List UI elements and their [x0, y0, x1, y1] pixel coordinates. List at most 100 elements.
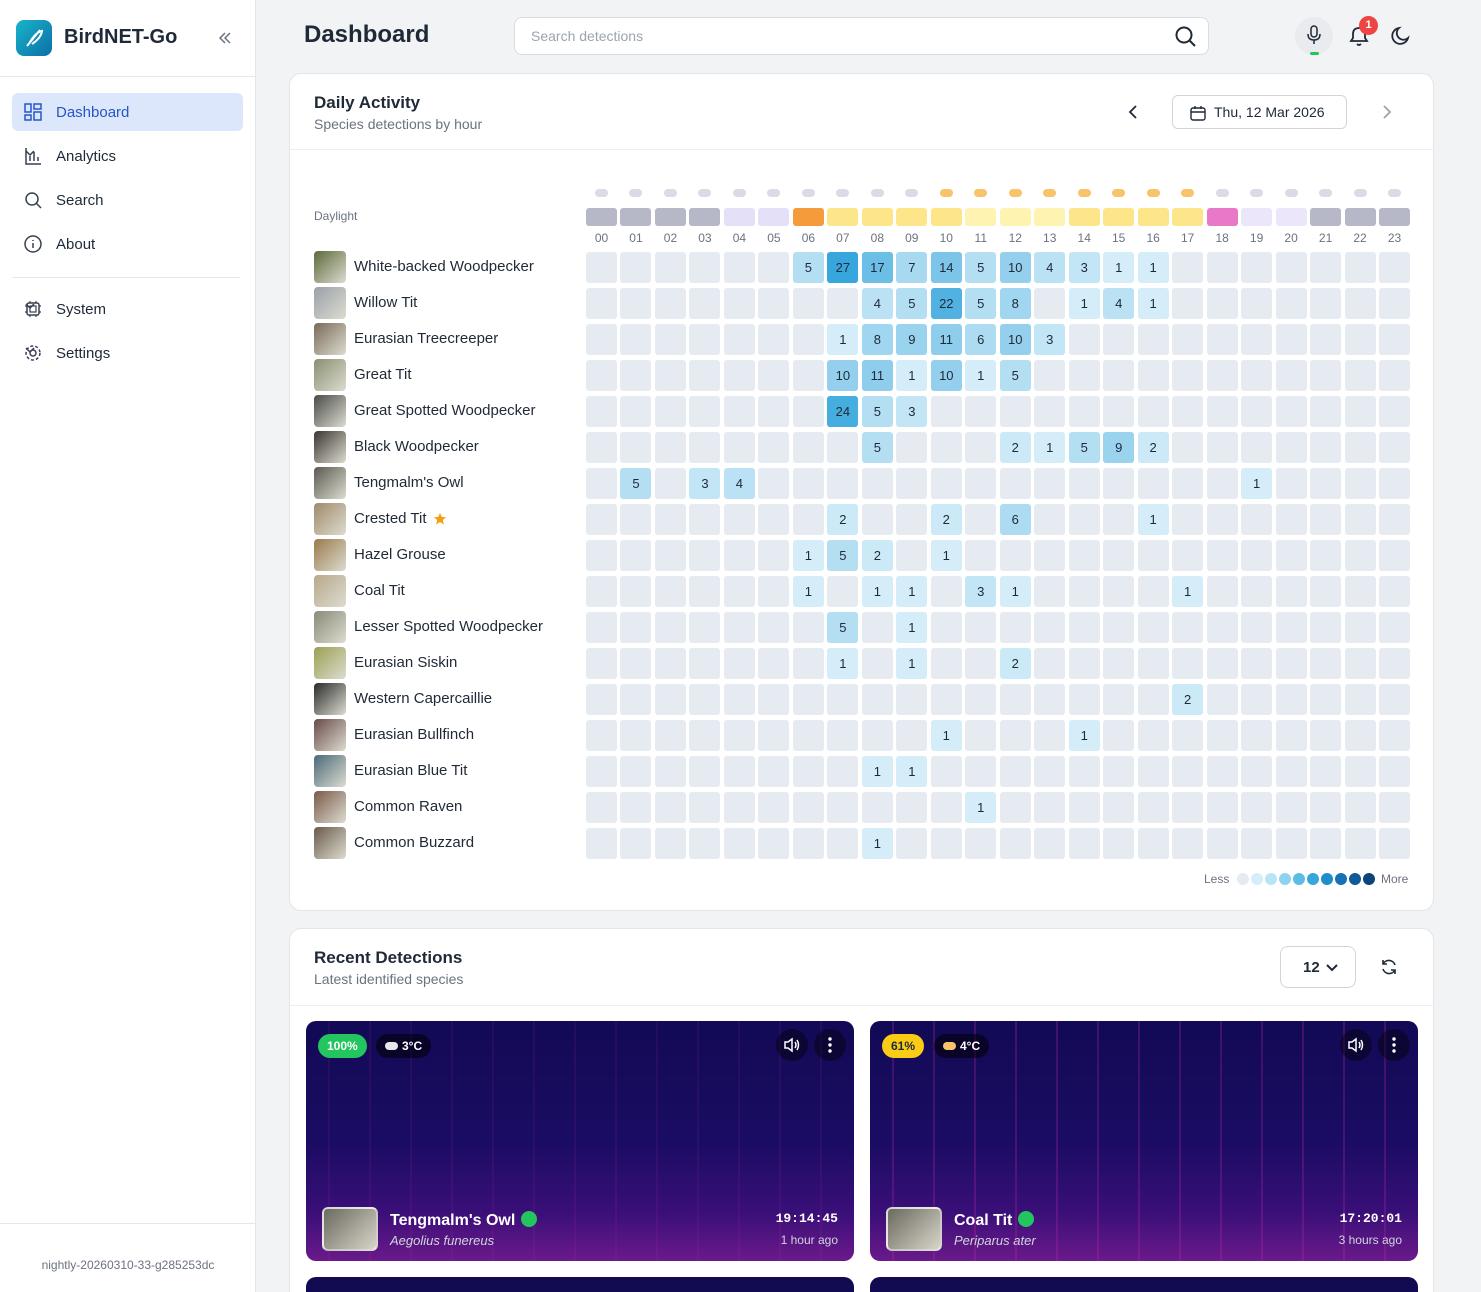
heatmap-cell[interactable] — [1241, 648, 1273, 679]
nav-item[interactable]: Search — [12, 181, 243, 219]
heatmap-cell[interactable] — [1310, 828, 1342, 859]
heatmap-cell[interactable] — [827, 684, 859, 715]
heatmap-cell[interactable] — [723, 828, 755, 859]
heatmap-cell[interactable] — [1137, 324, 1169, 355]
heatmap-cell[interactable] — [896, 720, 928, 751]
heatmap-cell[interactable] — [654, 288, 686, 319]
heatmap-cell[interactable]: 1 — [1068, 288, 1100, 319]
heatmap-cell[interactable] — [654, 432, 686, 463]
collapse-button[interactable] — [218, 31, 232, 45]
heatmap-cell[interactable] — [930, 612, 962, 643]
heatmap-cell[interactable] — [758, 540, 790, 571]
heatmap-cell[interactable] — [1241, 792, 1273, 823]
heatmap-cell[interactable] — [930, 756, 962, 787]
heatmap-cell[interactable] — [827, 792, 859, 823]
heatmap-cell[interactable] — [1344, 828, 1376, 859]
count-select[interactable]: 12 — [1280, 946, 1356, 988]
heatmap-cell[interactable] — [758, 792, 790, 823]
date-picker[interactable]: Thu, 12 Mar 2026 — [1172, 95, 1347, 129]
heatmap-cell[interactable] — [965, 468, 997, 499]
heatmap-cell[interactable] — [1068, 792, 1100, 823]
heatmap-cell[interactable] — [723, 756, 755, 787]
heatmap-cell[interactable] — [1310, 648, 1342, 679]
heatmap-cell[interactable] — [896, 540, 928, 571]
heatmap-cell[interactable] — [758, 576, 790, 607]
heatmap-cell[interactable] — [654, 792, 686, 823]
heatmap-cell[interactable] — [827, 576, 859, 607]
species-name[interactable]: Common Buzzard — [354, 834, 475, 851]
heatmap-cell[interactable] — [758, 504, 790, 535]
heatmap-cell[interactable] — [861, 684, 893, 715]
heatmap-cell[interactable] — [620, 720, 652, 751]
heatmap-cell[interactable] — [792, 612, 824, 643]
heatmap-cell[interactable] — [689, 648, 721, 679]
heatmap-cell[interactable] — [620, 756, 652, 787]
heatmap-cell[interactable]: 3 — [689, 468, 721, 499]
heatmap-cell[interactable]: 10 — [930, 360, 962, 391]
heatmap-cell[interactable]: 7 — [896, 252, 928, 283]
species-name[interactable]: Eurasian Siskin — [354, 654, 458, 671]
refresh-button[interactable] — [1380, 958, 1398, 976]
heatmap-cell[interactable] — [758, 720, 790, 751]
heatmap-cell[interactable] — [1344, 648, 1376, 679]
heatmap-cell[interactable]: 2 — [827, 504, 859, 535]
heatmap-cell[interactable] — [1068, 612, 1100, 643]
heatmap-cell[interactable]: 3 — [1068, 252, 1100, 283]
heatmap-cell[interactable]: 1 — [965, 792, 997, 823]
heatmap-cell[interactable]: 1 — [1137, 504, 1169, 535]
heatmap-cell[interactable]: 1 — [827, 648, 859, 679]
heatmap-cell[interactable]: 3 — [965, 576, 997, 607]
heatmap-cell[interactable]: 6 — [999, 504, 1031, 535]
heatmap-cell[interactable] — [1310, 756, 1342, 787]
heatmap-cell[interactable] — [1172, 792, 1204, 823]
heatmap-cell[interactable] — [861, 648, 893, 679]
heatmap-cell[interactable] — [930, 684, 962, 715]
heatmap-cell[interactable] — [1275, 504, 1307, 535]
heatmap-cell[interactable] — [586, 576, 617, 607]
heatmap-cell[interactable] — [1172, 468, 1204, 499]
theme-toggle[interactable] — [1390, 25, 1412, 47]
heatmap-cell[interactable] — [1137, 828, 1169, 859]
heatmap-cell[interactable] — [1206, 576, 1238, 607]
heatmap-cell[interactable] — [965, 504, 997, 535]
heatmap-cell[interactable] — [1206, 756, 1238, 787]
heatmap-cell[interactable] — [1137, 792, 1169, 823]
heatmap-cell[interactable] — [930, 576, 962, 607]
heatmap-cell[interactable] — [896, 792, 928, 823]
heatmap-cell[interactable] — [654, 324, 686, 355]
heatmap-cell[interactable] — [620, 576, 652, 607]
menu-button[interactable] — [1378, 1029, 1410, 1061]
heatmap-cell[interactable] — [1172, 540, 1204, 571]
heatmap-cell[interactable] — [1379, 756, 1411, 787]
heatmap-cell[interactable] — [689, 252, 721, 283]
heatmap-cell[interactable] — [586, 504, 617, 535]
nav-item[interactable]: Dashboard — [12, 93, 243, 131]
heatmap-cell[interactable] — [1206, 540, 1238, 571]
detection-card[interactable]: 100% 3°C Tengmalm's Owl Aegolius funereus 19… — [306, 1021, 854, 1261]
heatmap-cell[interactable] — [1137, 756, 1169, 787]
species-name[interactable]: Western Capercaillie — [354, 690, 493, 707]
heatmap-cell[interactable]: 24 — [827, 396, 859, 427]
heatmap-cell[interactable] — [1103, 792, 1135, 823]
next-day-button[interactable] — [1381, 104, 1393, 120]
menu-button[interactable] — [814, 1029, 846, 1061]
heatmap-cell[interactable] — [586, 432, 617, 463]
heatmap-cell[interactable] — [586, 720, 617, 751]
heatmap-cell[interactable] — [620, 828, 652, 859]
heatmap-cell[interactable] — [723, 792, 755, 823]
heatmap-cell[interactable] — [654, 360, 686, 391]
heatmap-cell[interactable] — [1241, 576, 1273, 607]
heatmap-cell[interactable] — [1068, 504, 1100, 535]
heatmap-cell[interactable] — [792, 324, 824, 355]
heatmap-cell[interactable]: 5 — [965, 288, 997, 319]
nav-item[interactable]: About — [12, 225, 243, 263]
heatmap-cell[interactable] — [930, 432, 962, 463]
heatmap-cell[interactable] — [1172, 324, 1204, 355]
heatmap-cell[interactable] — [654, 576, 686, 607]
heatmap-cell[interactable]: 5 — [861, 396, 893, 427]
heatmap-cell[interactable] — [1103, 684, 1135, 715]
heatmap-cell[interactable] — [758, 648, 790, 679]
heatmap-cell[interactable] — [1103, 324, 1135, 355]
heatmap-cell[interactable]: 1 — [999, 576, 1031, 607]
heatmap-cell[interactable] — [1241, 288, 1273, 319]
